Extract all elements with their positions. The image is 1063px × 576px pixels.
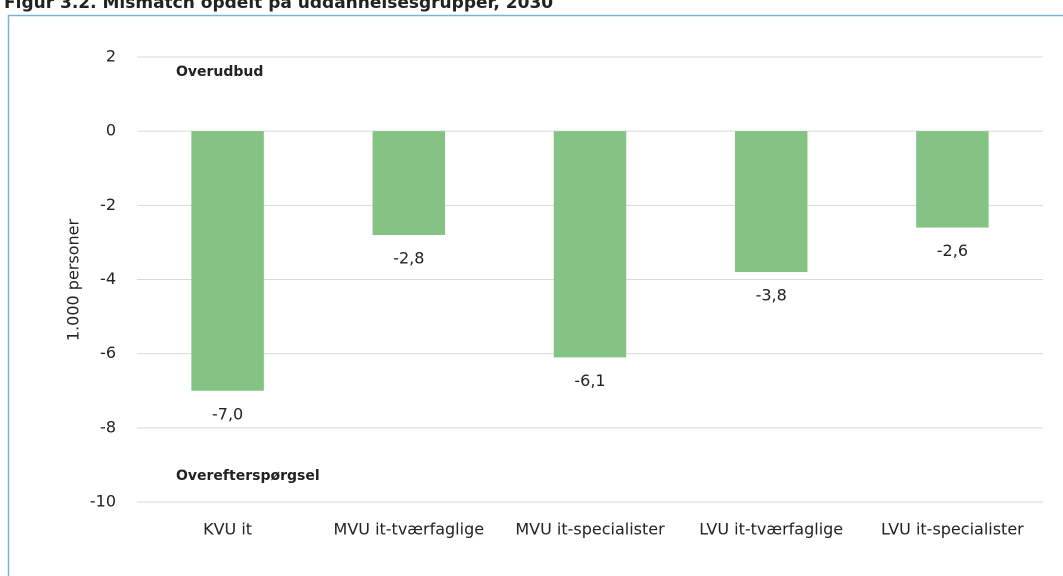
x-tick-label: LVU it-specialister: [881, 520, 1024, 539]
value-label: -3,8: [756, 286, 787, 305]
y-tick-label: 2: [106, 47, 116, 66]
x-tick-label: MVU it-specialister: [515, 520, 665, 539]
bar: [734, 131, 808, 273]
value-label: -6,1: [574, 371, 605, 390]
bar: [191, 131, 264, 391]
x-tick-label: MVU it-tværfaglige: [334, 520, 485, 539]
x-tick-label: LVU it-tværfaglige: [699, 520, 843, 539]
y-tick-label: -4: [100, 269, 116, 288]
annotation: Overefterspørgsel: [176, 468, 320, 484]
y-tick-label: 0: [106, 121, 116, 140]
chart-title: Figur 3.2. Mismatch opdelt på uddannelse…: [4, 0, 553, 13]
value-label: -2,6: [937, 241, 968, 260]
frame: [7, 14, 1063, 576]
y-tick-label: -2: [100, 195, 116, 214]
bar: [553, 131, 627, 358]
bar: [916, 131, 989, 228]
y-tick-label: -8: [100, 417, 116, 436]
x-tick-label: KVU it: [203, 520, 252, 539]
annotation: Overudbud: [176, 64, 263, 80]
y-axis-label: 1.000 personer: [64, 219, 83, 342]
bar: [372, 131, 446, 235]
value-label: -2,8: [393, 249, 424, 268]
y-tick-label: -6: [100, 343, 116, 362]
value-label: -7,0: [212, 404, 243, 423]
y-tick-label: -10: [90, 492, 116, 511]
